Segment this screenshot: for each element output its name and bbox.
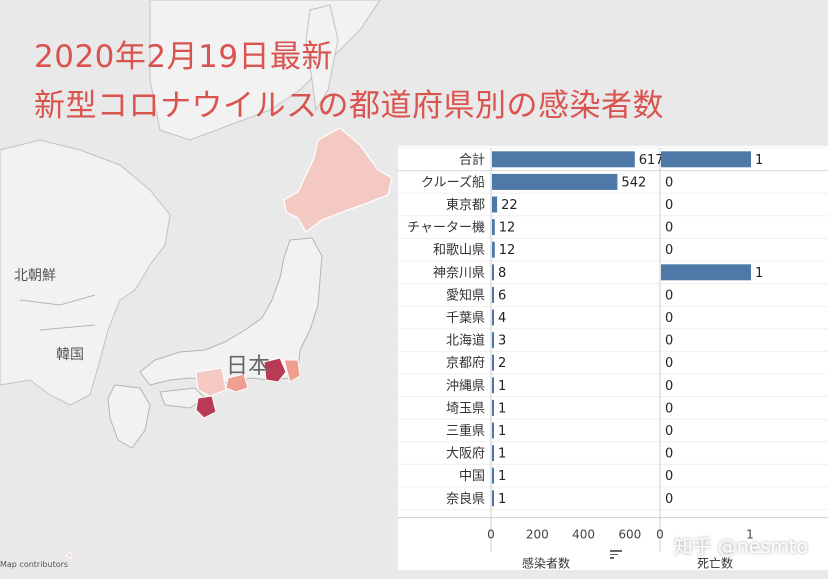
category-label: 沖縄県 [446, 379, 485, 394]
data-label-1: 1 [498, 469, 506, 484]
data-label-2: 1 [755, 153, 763, 168]
data-label-1: 1 [498, 401, 506, 416]
bar-1 [492, 241, 495, 258]
data-label-2: 0 [665, 492, 673, 507]
data-label-2: 0 [665, 198, 673, 213]
map-sakhalin [305, 4, 339, 112]
map-hokkaido [283, 127, 393, 233]
data-label-2: 1 [755, 266, 763, 281]
map-pref-aichi [225, 373, 249, 393]
category-label: 埼玉県 [446, 401, 485, 416]
category-label: 愛知県 [446, 287, 485, 303]
category-label: 千葉県 [446, 311, 485, 326]
bar-1 [492, 422, 494, 439]
map-continent [0, 139, 171, 406]
bar-1 [492, 286, 494, 303]
bar-chart: 合計クルーズ船東京都チャーター機和歌山県神奈川県愛知県千葉県北海道京都府沖縄県埼… [398, 147, 828, 570]
map-pref-okinawa [65, 551, 73, 559]
map-kyushu [107, 384, 151, 449]
data-label-1: 1 [498, 447, 506, 462]
category-label: 合計 [459, 152, 485, 168]
tick-label-2: 0 [656, 528, 664, 542]
map-label-north-korea: 北朝鮮 [14, 268, 56, 284]
bar-1 [492, 354, 494, 371]
bar-1 [492, 399, 494, 416]
category-label: チャーター機 [407, 221, 485, 236]
tick-label-2: 1 [746, 528, 754, 542]
map-pref-kansai [195, 367, 227, 397]
category-label: 神奈川県 [433, 266, 485, 281]
data-label-1: 12 [499, 243, 516, 258]
map-label-japan: 日本 [226, 354, 271, 379]
bar-1 [492, 332, 494, 349]
data-label-2: 0 [665, 447, 673, 462]
data-label-2: 0 [665, 401, 673, 416]
page-title-main: 新型コロナウイルスの都道府県別の感染者数 [34, 88, 664, 124]
bar-1 [492, 196, 498, 213]
map-pref-chiba [283, 359, 301, 383]
axis-title-2: 死亡数 [697, 556, 733, 570]
data-label-2: 0 [665, 243, 673, 258]
data-label-1: 617 [639, 153, 664, 168]
category-label: 三重県 [446, 423, 485, 439]
data-label-1: 1 [498, 424, 506, 439]
bar-1 [492, 173, 618, 190]
category-label: クルーズ船 [421, 174, 485, 190]
bar-2 [661, 151, 751, 168]
data-label-2: 0 [665, 221, 673, 236]
chart-panel: 合計クルーズ船東京都チャーター機和歌山県神奈川県愛知県千葉県北海道京都府沖縄県埼… [398, 146, 828, 570]
data-label-2: 0 [665, 334, 673, 349]
category-label: 東京都 [446, 197, 485, 213]
bar-1 [492, 377, 494, 394]
category-label: 大阪府 [446, 447, 485, 462]
bar-1 [492, 309, 494, 326]
map-label-korea: 韓国 [56, 347, 84, 363]
data-label-1: 12 [499, 221, 516, 236]
sort-icon-infected[interactable] [610, 550, 622, 559]
bar-1 [492, 219, 495, 236]
data-label-2: 0 [665, 288, 673, 303]
data-label-1: 1 [498, 492, 506, 507]
data-label-1: 3 [498, 334, 506, 349]
category-label: 中国 [459, 469, 485, 484]
category-label: 奈良県 [446, 491, 485, 507]
data-label-2: 0 [665, 469, 673, 484]
bar-1 [492, 467, 494, 484]
data-label-1: 2 [498, 356, 506, 371]
axis-title-1: 感染者数 [522, 556, 570, 570]
data-label-1: 1 [498, 379, 506, 394]
category-label: 北海道 [446, 334, 485, 349]
bar-1 [492, 490, 494, 507]
tick-label-1: 400 [572, 528, 595, 542]
category-label: 和歌山県 [433, 243, 485, 258]
map-honshu [139, 237, 323, 386]
map-pref-kanagawa [263, 357, 287, 383]
data-label-1: 22 [501, 198, 518, 213]
data-label-2: 0 [665, 311, 673, 326]
data-label-2: 0 [665, 175, 673, 190]
data-label-1: 542 [621, 175, 646, 190]
data-label-2: 0 [665, 424, 673, 439]
category-label: 京都府 [446, 356, 485, 371]
map-border-korea [19, 294, 96, 331]
bar-1 [492, 445, 494, 462]
data-label-1: 8 [498, 266, 506, 281]
data-label-2: 0 [665, 356, 673, 371]
map-attribution: Map contributors [0, 560, 69, 569]
tick-label-1: 600 [618, 528, 641, 542]
page-title-date: 2020年2月19日最新 [34, 39, 334, 75]
bar-1 [492, 151, 635, 168]
data-label-1: 6 [498, 288, 506, 303]
map-pref-wakayama [195, 395, 217, 419]
data-label-1: 4 [498, 311, 506, 326]
tick-label-1: 0 [487, 528, 495, 542]
bar-1 [492, 264, 494, 281]
bar-2 [661, 264, 751, 281]
watermark: 知乎 @nesmto [673, 536, 808, 558]
tick-label-1: 200 [526, 528, 549, 542]
data-label-2: 0 [665, 379, 673, 394]
